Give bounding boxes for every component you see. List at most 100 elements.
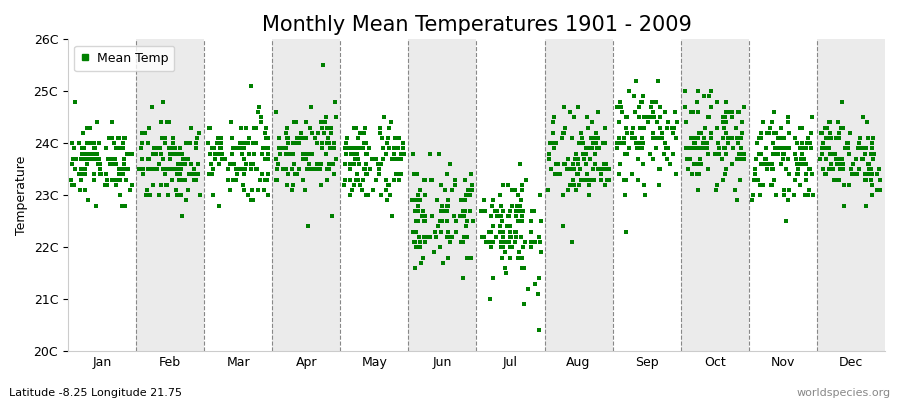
Point: [190, 135, 204, 141]
Point: [731, 140, 745, 146]
Point: [155, 135, 169, 141]
Point: [822, 145, 836, 152]
Point: [140, 166, 155, 172]
Point: [589, 140, 603, 146]
Point: [710, 140, 724, 146]
Point: [187, 171, 202, 178]
Point: [716, 119, 731, 126]
Point: [802, 166, 816, 172]
Point: [230, 171, 245, 178]
Point: [214, 145, 229, 152]
Point: [458, 176, 473, 183]
Point: [766, 140, 780, 146]
Point: [863, 176, 878, 183]
Point: [780, 156, 795, 162]
Point: [456, 213, 471, 219]
Point: [620, 150, 634, 157]
Point: [363, 166, 377, 172]
Point: [679, 119, 693, 126]
Point: [805, 171, 819, 178]
Point: [781, 145, 796, 152]
Point: [700, 140, 715, 146]
Point: [517, 244, 531, 250]
Point: [346, 150, 360, 157]
Point: [568, 156, 582, 162]
Point: [170, 171, 184, 178]
Point: [545, 130, 560, 136]
Point: [375, 145, 390, 152]
Point: [79, 124, 94, 131]
Point: [171, 166, 185, 172]
Point: [73, 171, 87, 178]
Point: [716, 145, 731, 152]
Point: [494, 213, 508, 219]
Point: [841, 140, 855, 146]
Point: [578, 176, 592, 183]
Point: [81, 140, 95, 146]
Point: [619, 114, 634, 120]
Point: [759, 156, 773, 162]
Point: [581, 192, 596, 198]
Point: [803, 166, 817, 172]
Point: [665, 124, 680, 131]
Point: [271, 135, 285, 141]
Point: [74, 156, 88, 162]
Point: [343, 166, 357, 172]
Point: [248, 124, 262, 131]
Point: [146, 150, 160, 157]
Point: [116, 156, 130, 162]
Point: [652, 135, 666, 141]
Point: [701, 114, 716, 120]
Point: [382, 145, 397, 152]
Point: [754, 135, 769, 141]
Point: [616, 176, 631, 183]
Point: [356, 145, 370, 152]
Point: [101, 156, 115, 162]
Point: [343, 161, 357, 167]
Point: [704, 104, 718, 110]
Point: [258, 145, 273, 152]
Point: [418, 192, 432, 198]
Point: [99, 145, 113, 152]
Point: [571, 161, 585, 167]
Point: [730, 197, 744, 204]
Point: [456, 275, 471, 282]
Point: [697, 135, 711, 141]
Point: [260, 192, 274, 198]
Point: [492, 223, 507, 230]
Point: [688, 161, 702, 167]
Point: [532, 275, 546, 282]
Point: [688, 135, 702, 141]
Point: [823, 119, 837, 126]
Point: [103, 161, 117, 167]
Point: [76, 171, 91, 178]
Point: [716, 114, 731, 120]
Point: [730, 135, 744, 141]
Point: [359, 140, 374, 146]
Point: [765, 166, 779, 172]
Point: [184, 171, 199, 178]
Point: [87, 145, 102, 152]
Point: [122, 166, 136, 172]
Point: [177, 176, 192, 183]
Point: [324, 124, 338, 131]
Point: [329, 114, 344, 120]
Point: [645, 98, 660, 105]
Point: [416, 254, 430, 261]
Point: [93, 166, 107, 172]
Point: [709, 187, 724, 193]
Point: [573, 130, 588, 136]
Point: [75, 150, 89, 157]
Point: [658, 140, 672, 146]
Point: [518, 239, 532, 245]
Point: [865, 192, 879, 198]
Point: [134, 145, 148, 152]
Point: [709, 182, 724, 188]
Point: [553, 171, 567, 178]
Point: [80, 150, 94, 157]
Point: [234, 124, 248, 131]
Point: [395, 140, 410, 146]
Point: [418, 176, 432, 183]
Bar: [272, 39, 340, 351]
Point: [154, 182, 168, 188]
